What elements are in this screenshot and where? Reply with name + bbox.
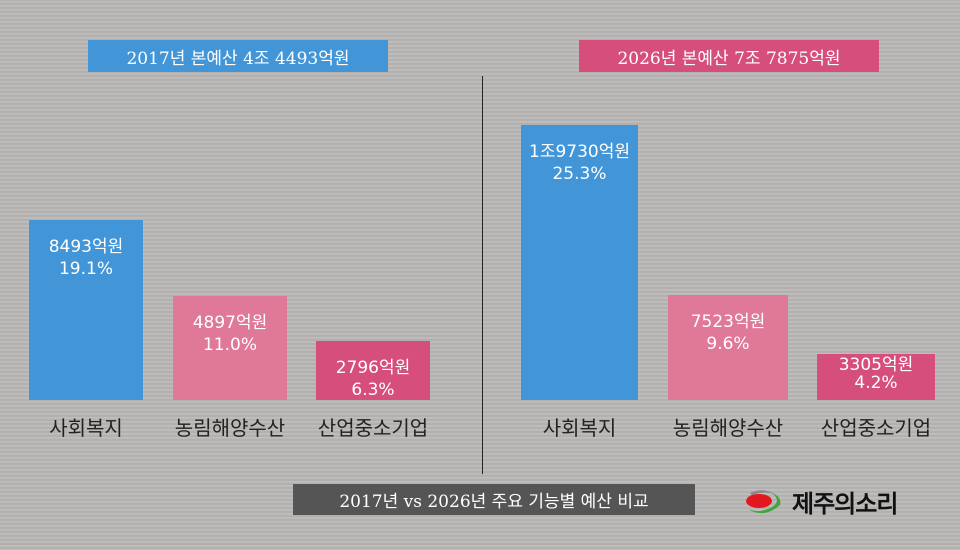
percent-label: 11.0% <box>202 335 257 356</box>
category-label: 산업중소기업 <box>317 416 429 440</box>
bar: 4897억원 11.0% <box>173 296 287 400</box>
logo: 제주의소리 <box>742 484 898 519</box>
value-label: 8493억원 <box>48 237 124 257</box>
percent-label: 6.3% <box>351 379 395 400</box>
category-label: 농림해양수산 <box>672 416 784 440</box>
value-label: 3305억원 <box>838 354 914 375</box>
value-label: 1조9730억원 <box>529 142 630 162</box>
percent-label: 9.6% <box>706 334 750 355</box>
value-label: 4897억원 <box>192 313 268 334</box>
bar: 2796억원 6.3% <box>316 340 430 400</box>
category-label: 사회복지 <box>49 416 123 440</box>
chart-title: 2026년 본예산 7조 7875억원 <box>579 40 879 72</box>
panel-divider <box>482 76 483 474</box>
value-label: 2796억원 <box>335 357 411 378</box>
bar: 3305억원 4.2% <box>817 353 935 400</box>
percent-label: 19.1% <box>58 259 113 279</box>
bar: 1조9730억원 25.3% <box>521 125 638 400</box>
percent-label: 25.3% <box>552 164 607 184</box>
percent-label: 4.2% <box>854 372 898 393</box>
chart-title: 2017년 본예산 4조 4493억원 <box>88 40 388 72</box>
chart-caption: 2017년 vs 2026년 주요 기능별 예산 비교 <box>293 484 695 515</box>
logo-text: 제주의소리 <box>792 490 898 518</box>
value-label: 7523억원 <box>690 312 766 333</box>
bar: 7523억원 9.6% <box>668 295 788 400</box>
bar: 8493억원 19.1% <box>29 220 143 400</box>
logo-swoosh-icon <box>746 489 781 513</box>
category-label: 농림해양수산 <box>174 416 286 440</box>
category-label: 사회복지 <box>542 416 617 440</box>
category-label: 산업중소기업 <box>820 416 932 440</box>
